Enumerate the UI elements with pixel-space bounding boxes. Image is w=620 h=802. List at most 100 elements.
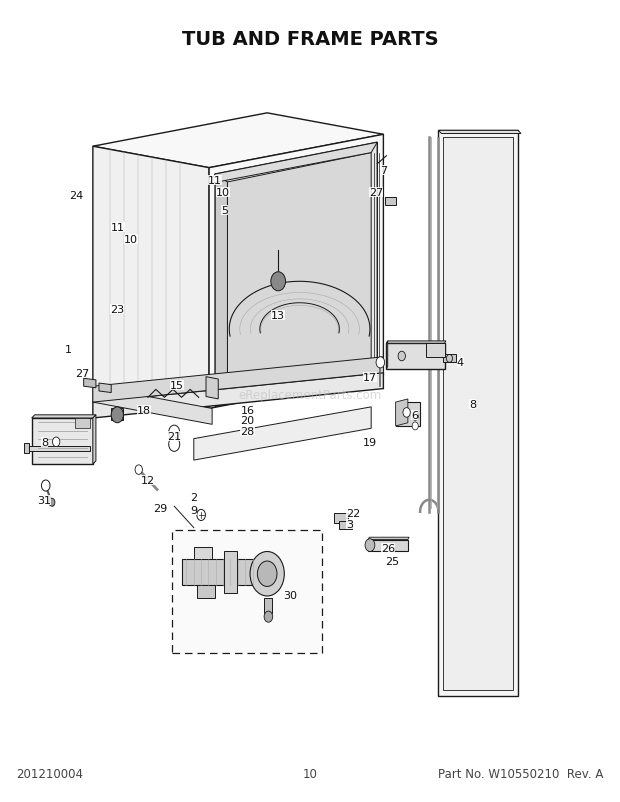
Polygon shape	[368, 540, 408, 552]
Polygon shape	[384, 198, 396, 206]
Text: 9: 9	[190, 505, 197, 516]
Text: 7: 7	[380, 166, 387, 176]
Polygon shape	[396, 399, 408, 427]
Polygon shape	[111, 409, 123, 421]
Text: 10: 10	[123, 235, 138, 245]
Polygon shape	[228, 153, 371, 391]
Text: 22: 22	[346, 508, 360, 519]
Circle shape	[250, 552, 285, 596]
Circle shape	[111, 407, 123, 423]
Text: 12: 12	[141, 476, 155, 485]
Text: 17: 17	[363, 372, 377, 383]
Text: 8: 8	[41, 437, 48, 448]
Circle shape	[53, 438, 60, 447]
Polygon shape	[197, 585, 215, 597]
Text: 201210004: 201210004	[16, 768, 84, 780]
Text: 11: 11	[208, 176, 222, 186]
Text: 30: 30	[283, 590, 298, 601]
Text: 6: 6	[411, 411, 418, 420]
Polygon shape	[93, 358, 383, 403]
Circle shape	[42, 480, 50, 492]
Polygon shape	[339, 521, 352, 529]
Polygon shape	[93, 415, 96, 464]
Text: 27: 27	[76, 368, 90, 379]
Circle shape	[365, 539, 375, 552]
Text: 25: 25	[386, 557, 400, 566]
Polygon shape	[84, 379, 96, 388]
Circle shape	[412, 413, 418, 421]
Text: 10: 10	[303, 768, 317, 780]
Polygon shape	[215, 363, 371, 407]
Text: 4: 4	[457, 358, 464, 368]
Polygon shape	[438, 132, 521, 134]
Text: 24: 24	[69, 191, 84, 201]
Circle shape	[264, 611, 273, 622]
Circle shape	[135, 465, 143, 475]
Polygon shape	[32, 415, 96, 419]
Polygon shape	[386, 344, 445, 369]
Polygon shape	[209, 143, 378, 184]
Polygon shape	[396, 403, 420, 427]
Circle shape	[169, 438, 180, 452]
Polygon shape	[386, 342, 446, 344]
Polygon shape	[224, 552, 237, 593]
Text: TUB AND FRAME PARTS: TUB AND FRAME PARTS	[182, 30, 438, 49]
Text: 15: 15	[170, 380, 184, 390]
Polygon shape	[93, 147, 209, 409]
Polygon shape	[215, 143, 378, 401]
Polygon shape	[386, 342, 388, 369]
Text: 2: 2	[190, 493, 197, 503]
Circle shape	[412, 423, 418, 431]
Polygon shape	[334, 514, 348, 523]
Circle shape	[376, 358, 384, 368]
Text: 27: 27	[369, 188, 383, 198]
Text: 5: 5	[221, 205, 228, 216]
Circle shape	[403, 408, 410, 418]
Polygon shape	[99, 383, 111, 393]
Polygon shape	[93, 387, 212, 425]
Text: 11: 11	[111, 223, 125, 233]
Polygon shape	[32, 419, 93, 464]
Polygon shape	[24, 444, 29, 453]
Text: Part No. W10550210  Rev. A: Part No. W10550210 Rev. A	[438, 768, 604, 780]
Text: 26: 26	[381, 543, 396, 553]
Text: 19: 19	[363, 437, 377, 448]
Polygon shape	[194, 407, 371, 460]
Polygon shape	[443, 355, 456, 363]
Text: 21: 21	[167, 431, 181, 442]
Polygon shape	[443, 137, 513, 690]
Polygon shape	[426, 344, 445, 358]
Polygon shape	[206, 377, 218, 399]
Polygon shape	[93, 373, 383, 419]
Text: 20: 20	[241, 416, 255, 426]
Polygon shape	[264, 597, 272, 614]
Circle shape	[197, 510, 205, 520]
Polygon shape	[93, 114, 383, 168]
Text: 13: 13	[271, 310, 285, 320]
Bar	[172, 530, 322, 654]
Text: 31: 31	[37, 495, 51, 505]
Text: eReplacementParts.com: eReplacementParts.com	[238, 388, 382, 401]
Polygon shape	[25, 446, 90, 451]
Text: 3: 3	[346, 519, 353, 529]
Circle shape	[169, 426, 180, 439]
Circle shape	[257, 561, 277, 587]
Polygon shape	[438, 132, 518, 696]
Circle shape	[398, 352, 405, 362]
Polygon shape	[209, 135, 383, 409]
Polygon shape	[215, 175, 228, 401]
Text: 10: 10	[216, 188, 230, 198]
Text: 18: 18	[136, 406, 151, 415]
Polygon shape	[182, 560, 261, 585]
Polygon shape	[74, 419, 90, 429]
Text: 23: 23	[110, 305, 125, 314]
Text: 8: 8	[469, 400, 476, 410]
Text: 29: 29	[153, 503, 167, 513]
Circle shape	[49, 499, 55, 507]
Polygon shape	[368, 537, 409, 540]
Circle shape	[271, 273, 286, 291]
Polygon shape	[194, 547, 212, 560]
Text: 28: 28	[241, 426, 255, 436]
Text: 1: 1	[64, 344, 71, 354]
Text: 16: 16	[241, 406, 255, 415]
